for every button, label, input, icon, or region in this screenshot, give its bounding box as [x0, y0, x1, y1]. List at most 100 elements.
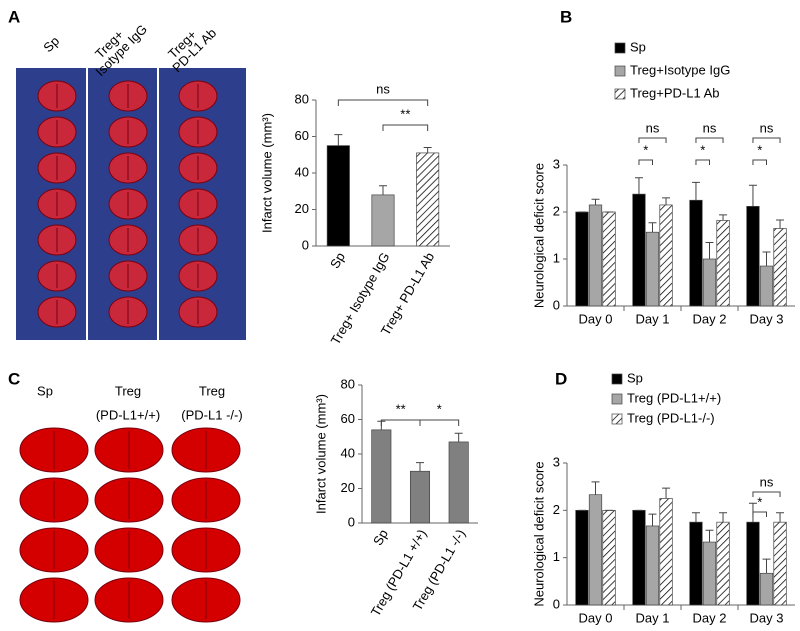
y-tick-label: 2	[553, 502, 560, 517]
y-tick-label: 2	[553, 203, 560, 218]
x-tick-label: Day 3	[750, 610, 784, 625]
bar	[575, 509, 589, 606]
legend-label: Sp	[627, 370, 643, 385]
bar	[759, 572, 774, 606]
error-bar	[705, 242, 714, 259]
legend-label: Treg (PD-L1+/+)	[627, 390, 721, 405]
error-bar	[334, 134, 343, 146]
y-axis-label: Neurological deficit score	[531, 461, 546, 606]
bar	[759, 265, 774, 307]
bar	[746, 206, 760, 307]
significance-bracket	[695, 137, 724, 143]
y-tick-label: 40	[341, 445, 355, 460]
y-tick-label: 20	[341, 480, 355, 495]
significance-bracket	[419, 419, 460, 426]
y-tick-label: 0	[553, 297, 560, 312]
significance-label: *	[700, 142, 705, 157]
x-tick-label: Day 3	[750, 311, 784, 326]
bar	[659, 204, 673, 307]
error-bar	[379, 185, 387, 195]
bar	[773, 228, 787, 307]
error-bar	[719, 214, 728, 221]
error-bar	[648, 222, 657, 233]
error-bar	[691, 181, 700, 201]
x-tick-label: Day 2	[693, 311, 727, 326]
legend-marker	[614, 65, 626, 77]
significance-bracket	[752, 511, 767, 517]
error-bar	[591, 198, 600, 205]
y-tick-label: 80	[341, 376, 355, 391]
y-tick-label: 80	[295, 91, 309, 106]
bar	[416, 152, 440, 247]
legend-label: Treg+Isotype IgG	[630, 62, 730, 77]
legend-marker	[614, 42, 626, 54]
y-tick-label: 20	[295, 201, 309, 216]
error-bar	[719, 512, 728, 523]
bar	[716, 521, 730, 606]
error-bar	[776, 219, 785, 229]
error-bar	[454, 432, 463, 442]
error-bar	[691, 512, 700, 523]
y-tick-label: 40	[295, 164, 309, 179]
error-bar	[634, 177, 643, 195]
y-tick-label: 0	[348, 514, 355, 529]
bar	[645, 231, 660, 307]
legend-label: Sp	[630, 39, 646, 54]
y-tick-label: 60	[295, 128, 309, 143]
significance-bracket	[752, 159, 767, 165]
x-tick-label: Sp	[370, 527, 391, 548]
panel-letter: D	[555, 369, 567, 388]
significance-label: ns	[646, 120, 660, 135]
bar	[702, 541, 717, 606]
y-axis-label: Infarct volume (mm³)	[313, 394, 328, 514]
bar	[326, 145, 350, 247]
error-bar	[423, 146, 432, 153]
error-bar	[662, 197, 671, 205]
significance-bracket	[638, 159, 653, 165]
x-tick-label: Day 1	[636, 311, 670, 326]
image-column-label: (PD-L1+/+)	[96, 407, 160, 422]
bar	[588, 204, 603, 307]
bar	[716, 220, 730, 307]
bar	[602, 509, 616, 606]
x-tick-label: Day 0	[579, 311, 613, 326]
significance-bracket	[380, 419, 421, 426]
bar	[632, 193, 646, 307]
error-bar	[762, 558, 771, 574]
x-tick-label: Sp	[327, 250, 348, 271]
image-column-label: Sp	[37, 383, 53, 398]
y-tick-label: 3	[553, 454, 560, 469]
bar	[371, 194, 395, 247]
bar	[371, 429, 392, 524]
y-tick-label: 1	[553, 250, 560, 265]
bar	[746, 521, 760, 606]
image-column-label: Treg	[115, 383, 141, 398]
error-bar	[662, 487, 671, 499]
image-column-label: (PD-L1 -/-)	[181, 407, 242, 422]
significance-label: *	[757, 142, 762, 157]
significance-bracket	[752, 491, 781, 497]
brain-images	[19, 80, 241, 623]
legend-marker	[611, 413, 623, 425]
bar	[575, 211, 589, 307]
significance-bracket	[638, 137, 667, 143]
significance-label: ns	[760, 120, 774, 135]
legend-label: Treg+PD-L1 Ab	[630, 85, 719, 100]
x-tick-label: Day 2	[693, 610, 727, 625]
error-bar	[705, 529, 714, 543]
significance-label: *	[643, 142, 648, 157]
significance-bracket	[695, 159, 710, 165]
significance-label: **	[396, 401, 406, 416]
significance-label: *	[437, 401, 442, 416]
y-tick-label: 3	[553, 156, 560, 171]
bar	[602, 211, 616, 307]
legend-label: Treg (PD-L1-/-)	[627, 410, 715, 425]
bar	[689, 199, 703, 307]
y-tick-label: 1	[553, 549, 560, 564]
y-tick-label: 0	[302, 237, 309, 252]
significance-label: ns	[760, 474, 774, 489]
panel-letter: B	[560, 7, 572, 26]
significance-bracket	[752, 137, 781, 143]
bar	[702, 258, 717, 307]
y-axis-label: Neurological deficit score	[531, 163, 546, 308]
